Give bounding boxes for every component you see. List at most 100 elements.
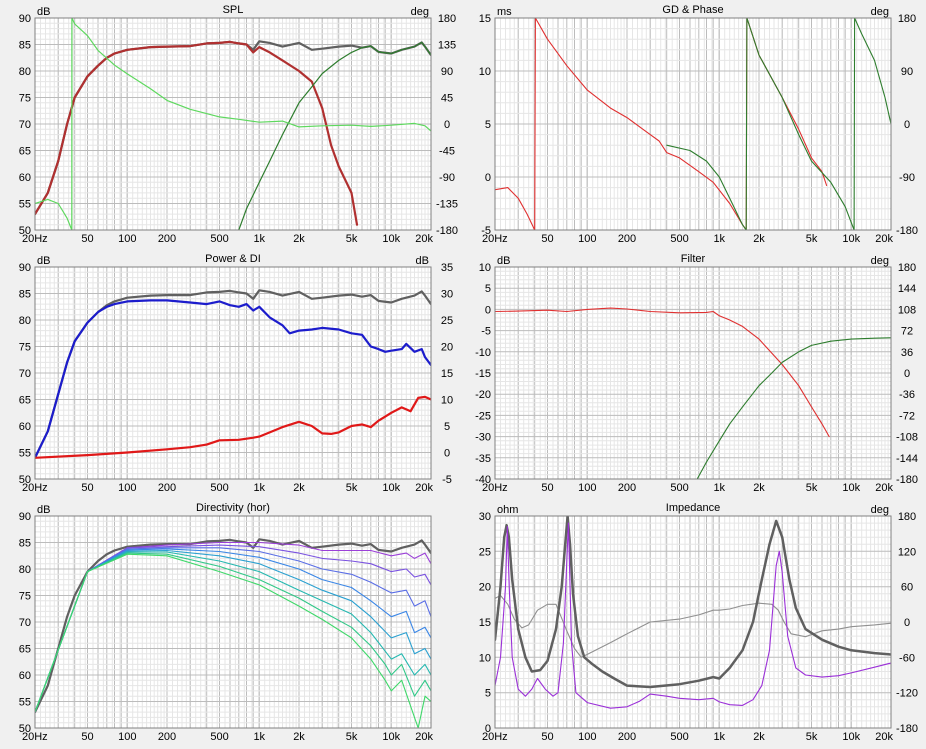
filter-ytick-right: -180 bbox=[896, 474, 918, 486]
filter-ytick-right: 108 bbox=[898, 304, 916, 316]
impedance-xtick: 10k bbox=[842, 731, 860, 743]
spl-grid bbox=[34, 18, 432, 231]
filter-frame bbox=[494, 266, 892, 480]
filter-series bbox=[495, 307, 891, 479]
gd-xtick: 200 bbox=[618, 233, 636, 245]
impedance-ytick-left: 5 bbox=[485, 688, 491, 700]
power-title: Power & DI bbox=[205, 253, 261, 265]
directivity-xtick: 50 bbox=[81, 731, 93, 743]
filter-right-unit: deg bbox=[871, 255, 889, 267]
directivity-series-30-deg bbox=[35, 547, 431, 713]
filter-ytick-left: 5 bbox=[485, 283, 491, 295]
spl-series-woofer bbox=[35, 40, 359, 226]
directivity-series-40-deg bbox=[35, 548, 431, 713]
filter-ytick-right: -108 bbox=[896, 432, 918, 444]
impedance-xtick: 1k bbox=[713, 731, 725, 743]
gd-left-unit: ms bbox=[497, 6, 512, 18]
directivity-series-50-deg bbox=[35, 549, 431, 713]
power-ytick-right: 30 bbox=[441, 289, 453, 301]
directivity-frame bbox=[34, 515, 432, 729]
power-ytick-left: 90 bbox=[19, 262, 31, 274]
impedance-series-secondary bbox=[495, 522, 891, 709]
power-ytick-right: 20 bbox=[441, 342, 453, 354]
impedance-xtick: 500 bbox=[670, 731, 688, 743]
impedance-xtick: 5k bbox=[806, 731, 818, 743]
spl-series bbox=[35, 18, 431, 230]
power-ytick-left: 50 bbox=[19, 474, 31, 486]
spl-chart: SPL dB deg 90 85 80 75 70 65 60 55 50 180 135 90 45 0 -45… bbox=[19, 4, 458, 245]
power-ytick-left: 80 bbox=[19, 315, 31, 327]
power-ytick-left: 70 bbox=[19, 368, 31, 380]
filter-ytick-left: -10 bbox=[475, 347, 491, 359]
directivity-title: Directivity (hor) bbox=[196, 502, 270, 514]
spl-left-unit: dB bbox=[37, 6, 50, 18]
spl-xtick: 100 bbox=[118, 233, 136, 245]
filter-xtick: 5k bbox=[806, 482, 818, 494]
filter-ytick-left: -35 bbox=[475, 453, 491, 465]
impedance-xtick: 50 bbox=[541, 731, 553, 743]
power-series-power bbox=[35, 299, 431, 459]
filter-ytick-right: -144 bbox=[896, 453, 918, 465]
impedance-xtick: 20k bbox=[875, 731, 893, 743]
spl-ytick-left: 55 bbox=[19, 199, 31, 211]
impedance-ytick-right: 60 bbox=[901, 582, 913, 594]
spl-xtick: 50 bbox=[81, 233, 93, 245]
impedance-ytick-left: 15 bbox=[479, 617, 491, 629]
spl-xtick: 1k bbox=[253, 233, 265, 245]
impedance-series bbox=[495, 516, 891, 709]
gd-xtick: 100 bbox=[578, 233, 596, 245]
power-ytick-right: 15 bbox=[441, 368, 453, 380]
power-series-di bbox=[35, 395, 431, 459]
spl-xtick: 5k bbox=[346, 233, 358, 245]
gd-xtick: 10k bbox=[842, 233, 860, 245]
filter-ytick-right: -36 bbox=[899, 389, 915, 401]
impedance-series-phase bbox=[495, 594, 891, 658]
spl-ytick-right: -135 bbox=[436, 199, 458, 211]
filter-title: Filter bbox=[681, 253, 706, 265]
gd-grid bbox=[494, 18, 892, 231]
directivity-xtick: 500 bbox=[210, 731, 228, 743]
filter-ytick-right: 144 bbox=[898, 283, 916, 295]
directivity-series-70-deg bbox=[35, 552, 431, 713]
power-xtick: 100 bbox=[118, 482, 136, 494]
power-ytick-left: 65 bbox=[19, 395, 31, 407]
impedance-ytick-left: 25 bbox=[479, 546, 491, 558]
directivity-xtick: 10k bbox=[382, 731, 400, 743]
spl-ytick-left: 50 bbox=[19, 225, 31, 237]
gd-xtick: 20Hz bbox=[482, 233, 508, 245]
directivity-series-0-deg bbox=[35, 538, 431, 714]
spl-series-tweeter bbox=[238, 41, 431, 230]
power-ytick-left: 60 bbox=[19, 421, 31, 433]
impedance-grid bbox=[494, 516, 892, 729]
impedance-ytick-left: 10 bbox=[479, 652, 491, 664]
impedance-right-unit: deg bbox=[871, 504, 889, 516]
power-ytick-right: -5 bbox=[442, 474, 452, 486]
spl-title: SPL bbox=[223, 4, 244, 16]
power-ytick-right: 25 bbox=[441, 315, 453, 327]
directivity-series-60-deg bbox=[35, 551, 431, 713]
gd-ytick-right: -180 bbox=[896, 225, 918, 237]
power-xtick: 500 bbox=[210, 482, 228, 494]
gd-xtick: 1k bbox=[713, 233, 725, 245]
spl-series-phase bbox=[35, 18, 431, 230]
spl-frame bbox=[34, 17, 432, 231]
filter-ytick-right: 180 bbox=[898, 262, 916, 274]
filter-xtick: 10k bbox=[842, 482, 860, 494]
spl-xtick: 20Hz bbox=[22, 233, 48, 245]
directivity-xtick: 200 bbox=[158, 731, 176, 743]
directivity-ytick-left: 70 bbox=[19, 617, 31, 629]
filter-ytick-left: -40 bbox=[475, 474, 491, 486]
directivity-ytick-left: 75 bbox=[19, 591, 31, 603]
gd-series-tweeter-phase bbox=[666, 18, 891, 230]
power-ytick-right: 10 bbox=[441, 395, 453, 407]
directivity-xtick: 20k bbox=[415, 731, 433, 743]
directivity-series-20-deg bbox=[35, 544, 431, 713]
power-ytick-left: 75 bbox=[19, 342, 31, 354]
spl-ytick-right: -90 bbox=[439, 172, 455, 184]
power-xtick: 20Hz bbox=[22, 482, 48, 494]
impedance-ytick-right: -60 bbox=[899, 652, 915, 664]
